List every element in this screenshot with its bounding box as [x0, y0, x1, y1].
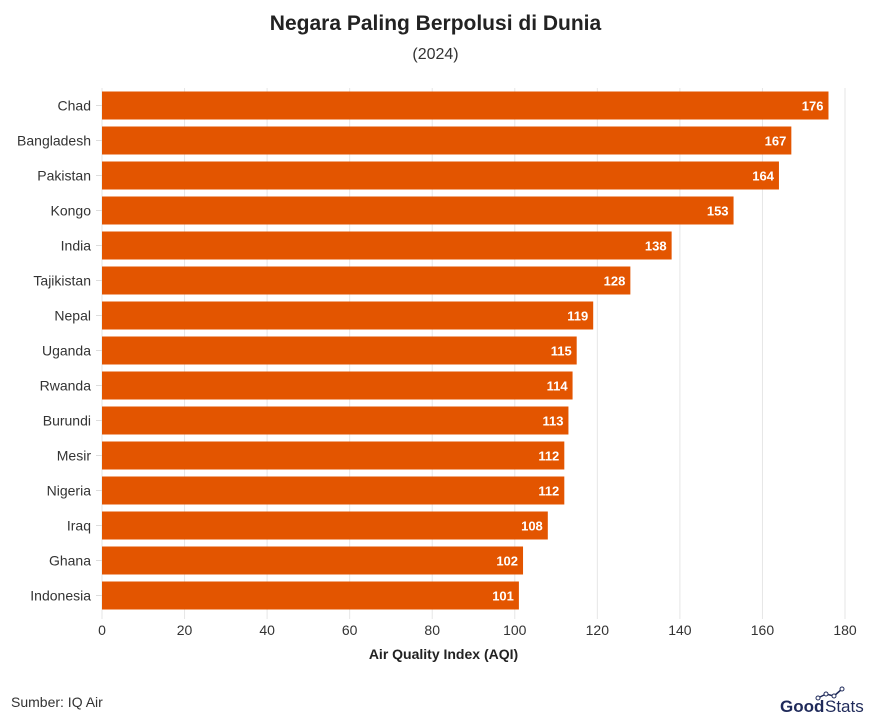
y-tick-label: India	[61, 238, 92, 254]
data-label: 112	[538, 449, 559, 464]
data-label: 114	[547, 379, 569, 394]
bar-bangladesh	[102, 126, 792, 155]
bar-chad	[102, 91, 829, 120]
data-label: 113	[542, 414, 563, 429]
data-label: 164	[752, 169, 774, 184]
bar-tajikistan	[102, 266, 631, 295]
svg-text:Stats: Stats	[825, 697, 864, 716]
bar-chart: 0 20 40 60 80 100 120 140 160 180 Air Quality Inde…	[17, 88, 857, 662]
y-tick-label: Pakistan	[37, 168, 91, 184]
y-tick-label: Iraq	[67, 518, 91, 534]
data-label: 102	[496, 554, 518, 569]
data-label: 176	[802, 99, 824, 114]
y-tick-label: Mesir	[57, 448, 92, 464]
chart-subtitle: (2024)	[412, 46, 459, 63]
x-tick-label: 100	[503, 622, 527, 638]
x-tick-label: 160	[751, 622, 775, 638]
chart-title: Negara Paling Berpolusi di Dunia	[269, 12, 602, 35]
x-tick-label: 180	[833, 622, 857, 638]
data-label: 153	[707, 204, 729, 219]
data-label: 115	[551, 344, 572, 359]
x-tick-label: 0	[98, 622, 106, 638]
y-tick-label: Chad	[58, 98, 91, 114]
bar-uganda	[102, 336, 577, 365]
data-label: 138	[645, 239, 667, 254]
data-label: 108	[521, 519, 543, 534]
x-tick-label: 20	[177, 622, 193, 638]
y-tick-label: Indonesia	[30, 588, 91, 604]
x-tick-label: 80	[424, 622, 440, 638]
bar-indonesia	[102, 581, 519, 610]
goodstats-logo: Good Stats	[780, 686, 864, 716]
x-tick-label: 120	[586, 622, 610, 638]
y-tick-label: Nepal	[54, 308, 91, 324]
data-label: 101	[492, 589, 514, 604]
bar-rwanda	[102, 371, 573, 400]
bar-kongo	[102, 196, 734, 225]
y-tick-label: Burundi	[43, 413, 91, 429]
y-tick-label: Ghana	[49, 553, 91, 569]
bar-pakistan	[102, 161, 779, 190]
y-tick-label: Tajikistan	[33, 273, 91, 289]
data-label: 112	[538, 484, 559, 499]
y-tick-label: Rwanda	[40, 378, 92, 394]
y-tick-label: Nigeria	[47, 483, 92, 499]
bar-india	[102, 231, 672, 260]
bar-mesir	[102, 441, 565, 470]
x-tick-label: 60	[342, 622, 358, 638]
y-tick-label: Bangladesh	[17, 133, 91, 149]
svg-text:Good: Good	[780, 697, 824, 716]
y-tick-label: Kongo	[51, 203, 92, 219]
data-label: 119	[567, 309, 588, 324]
x-tick-label: 140	[668, 622, 692, 638]
y-tick-label: Uganda	[42, 343, 91, 359]
x-tick-label: 40	[259, 622, 275, 638]
data-label: 167	[765, 134, 787, 149]
bar-iraq	[102, 511, 548, 540]
x-axis-title: Air Quality Index (AQI)	[369, 646, 518, 662]
bar-nepal	[102, 301, 594, 330]
data-label: 128	[604, 274, 626, 289]
bar-ghana	[102, 546, 524, 575]
bar-burundi	[102, 406, 569, 435]
bar-nigeria	[102, 476, 565, 505]
source-note: Sumber: IQ Air	[11, 694, 103, 710]
